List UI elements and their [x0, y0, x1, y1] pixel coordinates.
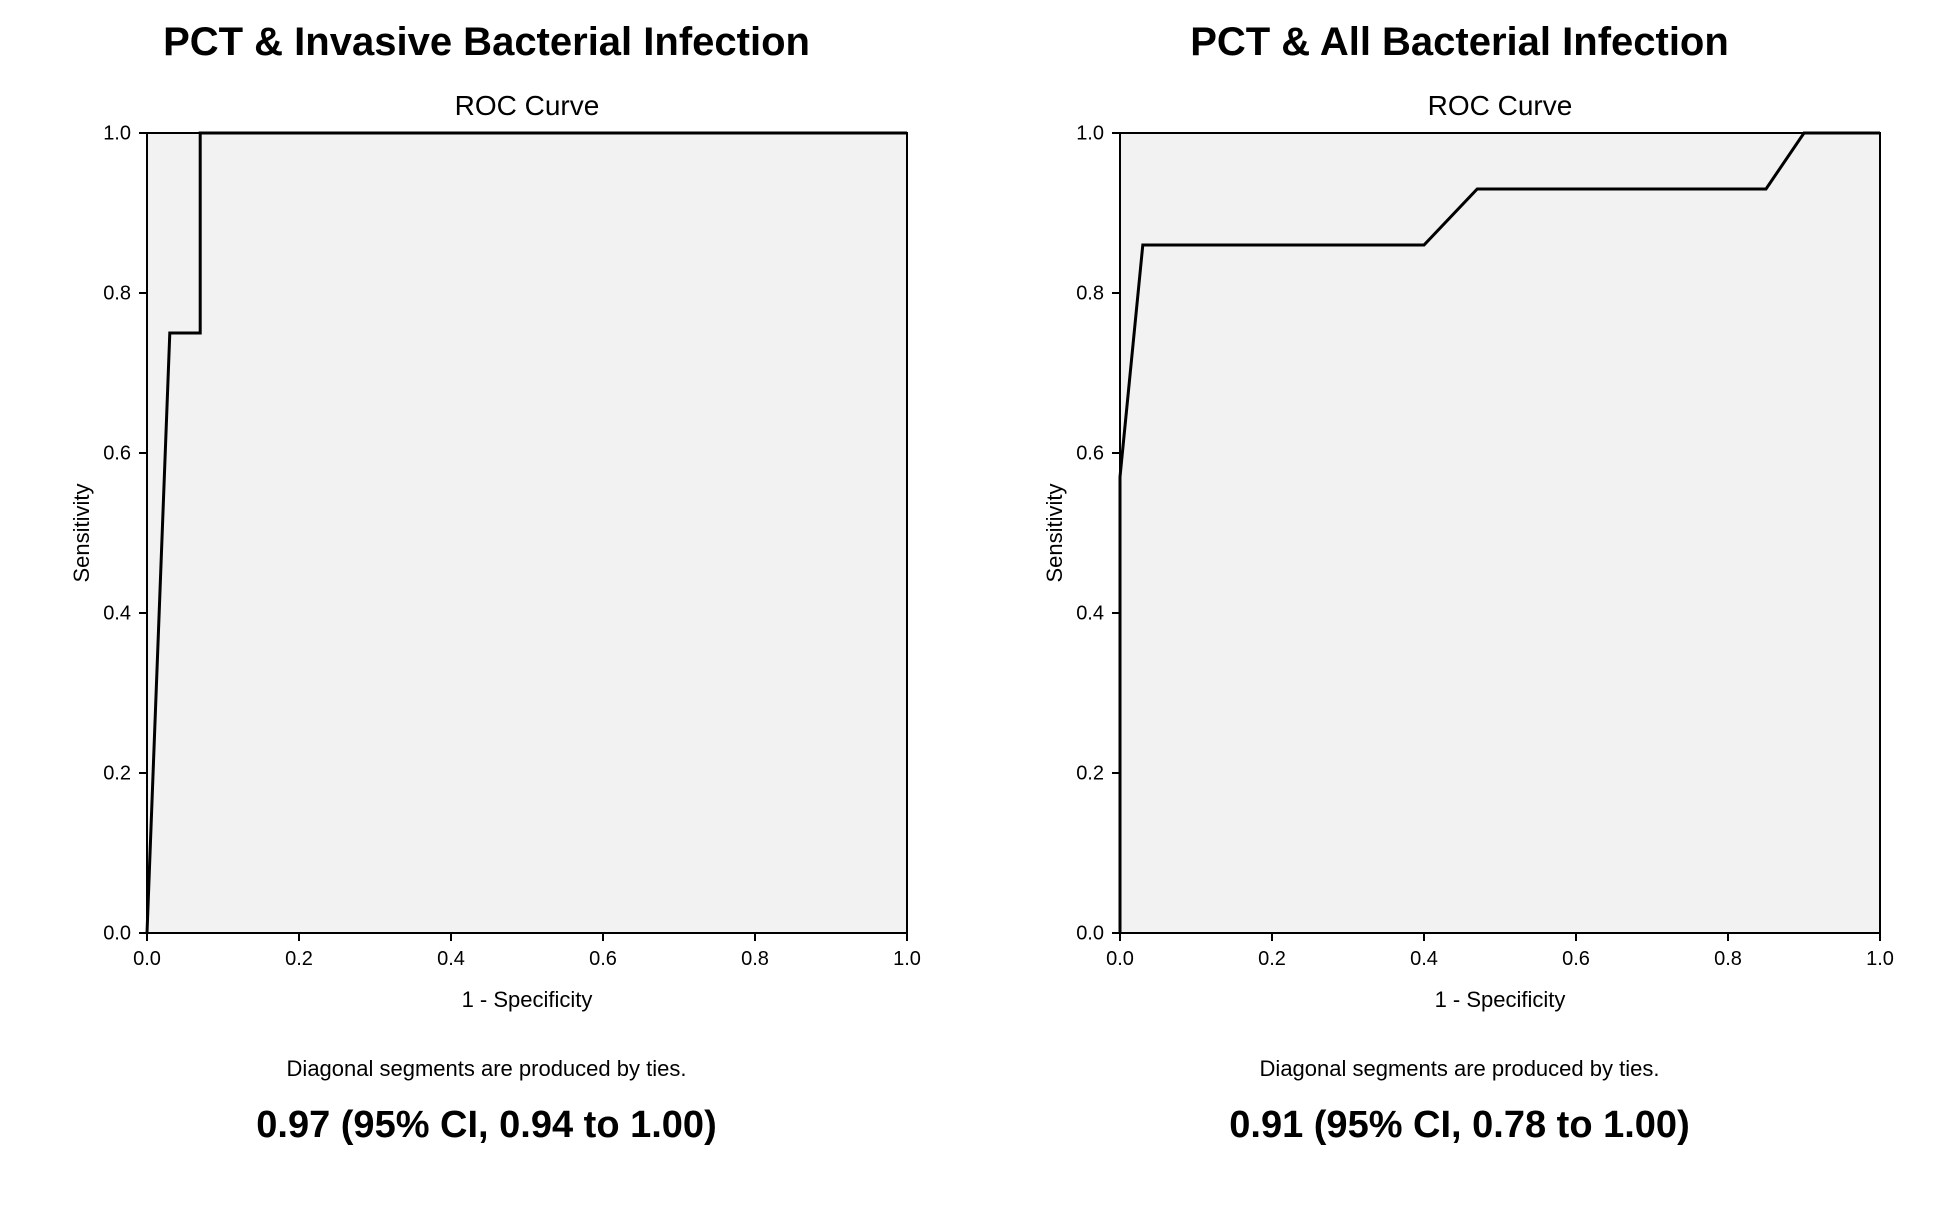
chart-left: 0.0 0.2 0.4 0.6 0.8 1.0 0.0 0.2 0.4 0.6 0.8 1.0 ROC … — [37, 73, 937, 1038]
figure-row: PCT & Invasive Bacterial Infection 0.00.… — [20, 20, 1926, 1147]
panel-right: PCT & All Bacterial Infection 0.00.20.40… — [993, 20, 1926, 1147]
x-tick-label: 1.0 — [1866, 948, 1894, 970]
chart-right: 0.0 0.2 0.4 0.6 0.8 1.0 0.0 0.2 0.4 0.6 0.8 1.0 ROC … — [1010, 73, 1910, 1038]
plot-area — [147, 133, 907, 933]
x-tick-label: 0.0 — [1106, 948, 1134, 970]
y-tick-label: 0.4 — [103, 603, 131, 625]
plot-area — [1120, 133, 1880, 933]
roc-chart-left: 0.0 0.2 0.4 0.6 0.8 1.0 0.0 0.2 0.4 0.6 0.8 1.0 ROC … — [37, 73, 937, 1033]
y-tick-label: 1.0 — [1076, 123, 1104, 145]
x-axis-label: 1 - Specificity — [461, 987, 592, 1012]
footnote-right: Diagonal segments are produced by ties. — [1260, 1056, 1660, 1082]
y-tick-label: 0.2 — [1076, 763, 1104, 785]
y-tick-label: 1.0 — [103, 123, 131, 145]
y-tick-label: 0.6 — [103, 443, 131, 465]
x-axis-label: 1 - Specificity — [1434, 987, 1565, 1012]
roc-chart-right: 0.0 0.2 0.4 0.6 0.8 1.0 0.0 0.2 0.4 0.6 0.8 1.0 ROC … — [1010, 73, 1910, 1033]
panel-left: PCT & Invasive Bacterial Infection 0.00.… — [20, 20, 953, 1147]
y-tick-label: 0.8 — [103, 283, 131, 305]
x-tick-label: 0.4 — [1410, 948, 1438, 970]
footnote-left: Diagonal segments are produced by ties. — [287, 1056, 687, 1082]
y-axis-label: Sensitivity — [1042, 483, 1067, 582]
x-tick-label: 0.4 — [437, 948, 465, 970]
x-tick-label: 1.0 — [893, 948, 921, 970]
x-tick-label: 0.6 — [589, 948, 617, 970]
auc-text-right: 0.91 (95% CI, 0.78 to 1.00) — [1229, 1104, 1689, 1147]
y-tick-label: 0.2 — [103, 763, 131, 785]
x-tick-label: 0.8 — [741, 948, 769, 970]
chart-title: ROC Curve — [1427, 90, 1572, 121]
y-tick-label: 0.0 — [1076, 923, 1104, 945]
x-tick-label: 0.2 — [285, 948, 313, 970]
chart-title: ROC Curve — [454, 90, 599, 121]
y-tick-label: 0.0 — [103, 923, 131, 945]
panel-heading-right: PCT & All Bacterial Infection — [1190, 20, 1729, 65]
y-tick-label: 0.4 — [1076, 603, 1104, 625]
y-tick-label: 0.8 — [1076, 283, 1104, 305]
auc-text-left: 0.97 (95% CI, 0.94 to 1.00) — [256, 1104, 716, 1147]
y-axis-label: Sensitivity — [69, 483, 94, 582]
panel-heading-left: PCT & Invasive Bacterial Infection — [163, 20, 810, 65]
x-tick-label: 0.6 — [1562, 948, 1590, 970]
y-tick-label: 0.6 — [1076, 443, 1104, 465]
x-tick-label: 0.8 — [1714, 948, 1742, 970]
x-tick-label: 0.0 — [133, 948, 161, 970]
x-tick-label: 0.2 — [1258, 948, 1286, 970]
